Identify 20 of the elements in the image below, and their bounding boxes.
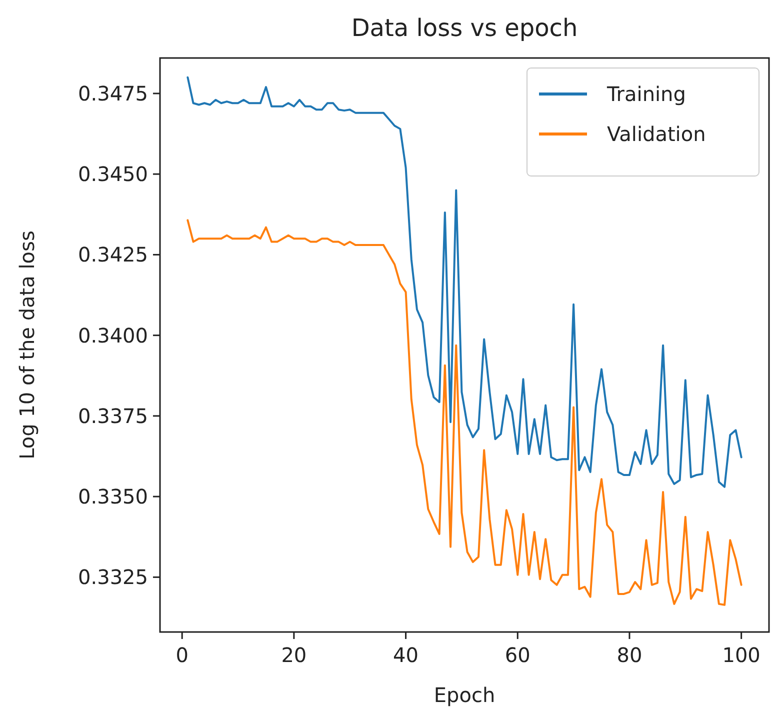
y-tick-label: 0.3425 (78, 242, 148, 267)
x-tick-label: 60 (504, 643, 530, 667)
x-tick-label: 20 (281, 643, 307, 667)
y-tick-label: 0.3400 (78, 323, 148, 348)
y-tick-label: 0.3325 (78, 565, 148, 590)
y-tick-label: 0.3475 (78, 81, 148, 106)
x-tick-label: 80 (616, 643, 642, 667)
y-tick-label: 0.3450 (78, 162, 148, 186)
legend-label: Training (606, 82, 686, 106)
x-axis-title: Epoch (434, 683, 496, 707)
x-tick-label: 0 (176, 643, 188, 667)
y-tick-label: 0.3350 (78, 484, 148, 509)
x-tick-label: 100 (722, 643, 760, 667)
x-tick-label: 40 (393, 643, 419, 667)
legend-label: Validation (607, 122, 706, 146)
line-series (186, 76, 742, 488)
y-axis-title: Log 10 of the data loss (15, 230, 39, 460)
line-series (186, 219, 742, 606)
y-tick-label: 0.3375 (78, 404, 148, 428)
chart-title: Data loss vs epoch (351, 14, 578, 42)
